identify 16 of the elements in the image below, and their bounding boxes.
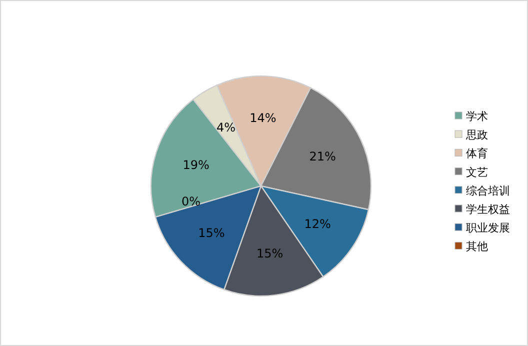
data-label: 21% (309, 150, 336, 164)
legend-label: 综合培训 (466, 184, 510, 198)
data-label: 15% (256, 246, 284, 261)
legend-label: 文艺 (466, 166, 488, 179)
legend-label: 其他 (466, 240, 488, 254)
legend-label: 学生权益 (466, 203, 510, 216)
data-label: 19% (182, 158, 210, 172)
text: 0% (182, 194, 201, 208)
data-label: 15% (198, 226, 225, 240)
data-label: 12% (304, 217, 331, 232)
legend-label: 体育 (466, 147, 488, 160)
data-label: 14% (250, 110, 276, 125)
legend-label: 思政 (465, 128, 488, 142)
legend-label: 学术 (466, 110, 488, 123)
legend-label: 职业发展 (466, 222, 510, 235)
data-label: 4% (216, 120, 236, 134)
